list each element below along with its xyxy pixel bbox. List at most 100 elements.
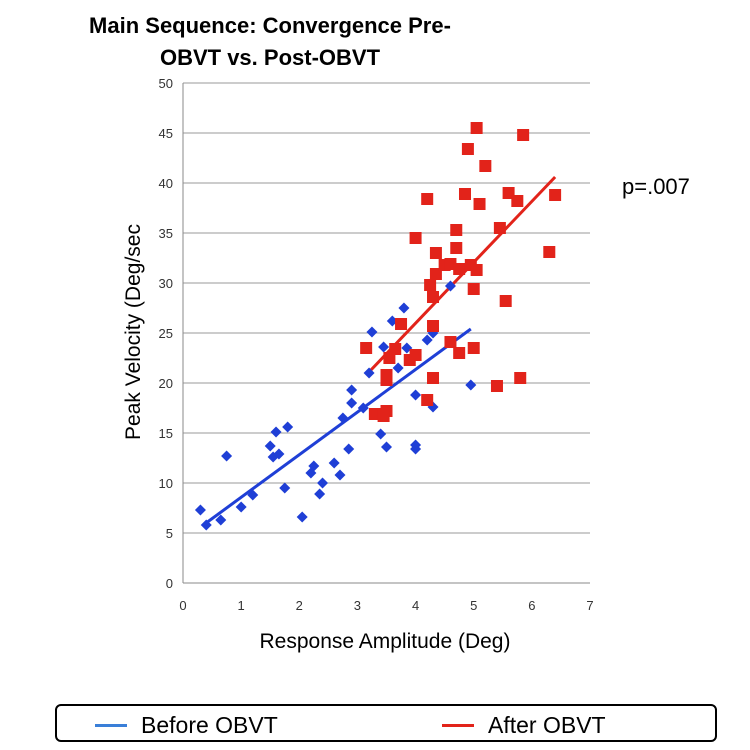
point-after <box>502 187 515 199</box>
y-tick-label: 20 <box>159 376 173 391</box>
point-before <box>444 280 456 292</box>
point-after <box>470 264 483 276</box>
point-before <box>346 384 358 396</box>
point-before <box>317 477 329 489</box>
point-after <box>514 372 527 384</box>
point-after <box>421 394 434 406</box>
point-after <box>429 247 442 259</box>
chart-title: Main Sequence: Convergence Pre- OBVT vs.… <box>70 10 470 74</box>
point-after <box>453 347 466 359</box>
x-tick-label: 7 <box>586 598 593 613</box>
point-after <box>453 263 466 275</box>
y-tick-label: 50 <box>159 76 173 91</box>
point-before <box>363 367 375 379</box>
point-before <box>308 460 320 472</box>
point-after <box>461 143 474 155</box>
point-before <box>328 457 340 469</box>
point-after <box>360 342 373 354</box>
point-before <box>421 334 433 346</box>
point-before <box>357 402 369 414</box>
point-after <box>427 291 440 303</box>
point-before <box>264 440 276 452</box>
legend: Before OBVT After OBVT <box>55 704 717 742</box>
point-after <box>389 343 402 355</box>
x-axis-label: Response Amplitude (Deg) <box>260 630 511 653</box>
y-tick-label: 45 <box>159 126 173 141</box>
point-before <box>296 511 308 523</box>
point-after <box>511 195 524 207</box>
point-after <box>490 380 503 392</box>
point-before <box>221 450 233 462</box>
y-tick-label: 10 <box>159 476 173 491</box>
point-after <box>380 374 393 386</box>
legend-item-after: After OBVT <box>442 712 606 739</box>
legend-swatch-before <box>95 724 127 727</box>
point-after <box>467 283 480 295</box>
point-before <box>375 428 387 440</box>
point-before <box>398 302 410 314</box>
point-before <box>465 379 477 391</box>
y-tick-label: 40 <box>159 176 173 191</box>
point-before <box>410 389 422 401</box>
chart-title-line-2: OBVT vs. Post-OBVT <box>159 45 381 70</box>
y-tick-label: 15 <box>159 426 173 441</box>
point-before <box>334 469 346 481</box>
point-after <box>467 342 480 354</box>
trend-lines <box>202 175 557 527</box>
point-after <box>470 122 483 134</box>
point-after <box>395 318 408 330</box>
y-tick-label: 25 <box>159 326 173 341</box>
y-axis-label: Peak Velocity (Deg/sec <box>122 224 145 440</box>
legend-label-after: After OBVT <box>488 712 606 738</box>
point-before <box>282 421 294 433</box>
point-after <box>409 349 422 361</box>
point-after <box>380 405 393 417</box>
point-after <box>543 246 556 258</box>
trend-line-before <box>202 327 472 527</box>
gridlines <box>183 82 590 534</box>
chart-title-line-1: Main Sequence: Convergence Pre- <box>89 13 451 38</box>
point-after <box>517 129 530 141</box>
point-before <box>343 443 355 455</box>
trend-line-after <box>365 175 557 377</box>
point-after <box>421 193 434 205</box>
point-before <box>410 439 422 451</box>
point-after <box>479 160 492 172</box>
point-after <box>424 279 437 291</box>
point-before <box>247 489 259 501</box>
point-before <box>366 326 378 338</box>
point-before <box>200 519 212 531</box>
point-before <box>279 482 291 494</box>
point-before <box>337 412 349 424</box>
point-after <box>444 336 457 348</box>
x-tick-label: 6 <box>528 598 535 613</box>
x-tick-label: 4 <box>412 598 419 613</box>
point-before <box>270 426 282 438</box>
point-before <box>392 362 404 374</box>
legend-label-before: Before OBVT <box>141 712 278 738</box>
point-before <box>314 488 326 500</box>
y-tick-label: 30 <box>159 276 173 291</box>
y-tick-label: 35 <box>159 226 173 241</box>
point-after <box>549 189 562 201</box>
point-before <box>381 441 392 453</box>
axes <box>182 83 590 584</box>
point-after <box>450 242 463 254</box>
point-before <box>378 341 390 353</box>
x-tick-label: 3 <box>354 598 361 613</box>
point-after <box>458 188 471 200</box>
x-tick-label: 1 <box>238 598 245 613</box>
point-after <box>409 232 422 244</box>
point-before <box>194 504 206 516</box>
data-points <box>194 122 562 531</box>
point-before <box>215 514 227 526</box>
x-tick-label: 5 <box>470 598 477 613</box>
point-before <box>273 448 285 460</box>
point-after <box>427 320 440 332</box>
point-before <box>235 501 247 513</box>
p-value-annotation: p=.007 <box>622 174 690 199</box>
point-after <box>493 222 506 234</box>
x-tick-label: 2 <box>296 598 303 613</box>
